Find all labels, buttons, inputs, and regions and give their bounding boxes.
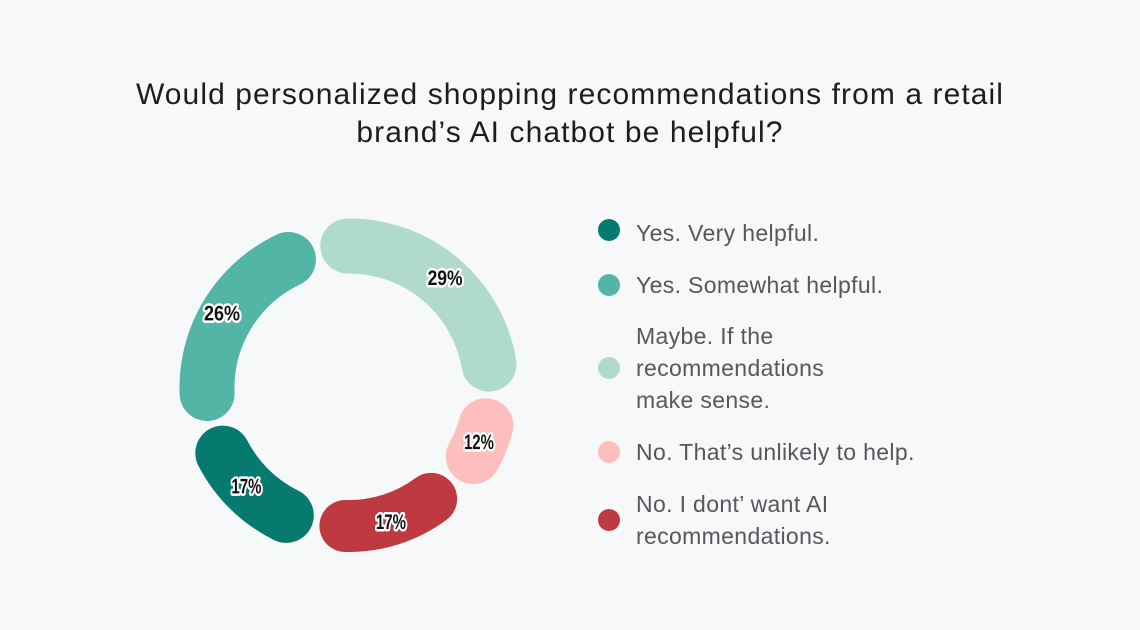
svg-text:29%: 29%: [428, 267, 463, 290]
svg-text:12%: 12%: [464, 431, 494, 454]
svg-text:26%: 26%: [204, 302, 240, 325]
svg-text:17%: 17%: [231, 475, 261, 498]
svg-text:17%: 17%: [376, 511, 406, 534]
